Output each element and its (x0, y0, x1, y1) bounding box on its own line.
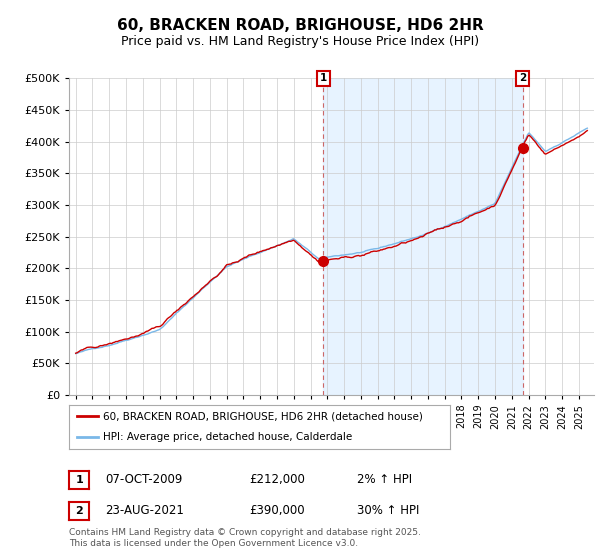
Text: 07-OCT-2009: 07-OCT-2009 (105, 473, 182, 487)
Text: 2: 2 (519, 73, 526, 83)
Text: 60, BRACKEN ROAD, BRIGHOUSE, HD6 2HR (detached house): 60, BRACKEN ROAD, BRIGHOUSE, HD6 2HR (de… (103, 412, 423, 421)
Text: 1: 1 (320, 73, 327, 83)
Text: Price paid vs. HM Land Registry's House Price Index (HPI): Price paid vs. HM Land Registry's House … (121, 35, 479, 49)
Text: 1: 1 (76, 475, 83, 485)
Bar (323, 78, 523, 395)
Text: 2% ↑ HPI: 2% ↑ HPI (357, 473, 412, 487)
Text: £390,000: £390,000 (249, 504, 305, 517)
Text: 30% ↑ HPI: 30% ↑ HPI (357, 504, 419, 517)
Text: Contains HM Land Registry data © Crown copyright and database right 2025.
This d: Contains HM Land Registry data © Crown c… (69, 528, 421, 548)
Text: 2: 2 (76, 506, 83, 516)
Text: 23-AUG-2021: 23-AUG-2021 (105, 504, 184, 517)
Text: £212,000: £212,000 (249, 473, 305, 487)
Text: HPI: Average price, detached house, Calderdale: HPI: Average price, detached house, Cald… (103, 432, 353, 442)
Text: 60, BRACKEN ROAD, BRIGHOUSE, HD6 2HR: 60, BRACKEN ROAD, BRIGHOUSE, HD6 2HR (116, 18, 484, 32)
